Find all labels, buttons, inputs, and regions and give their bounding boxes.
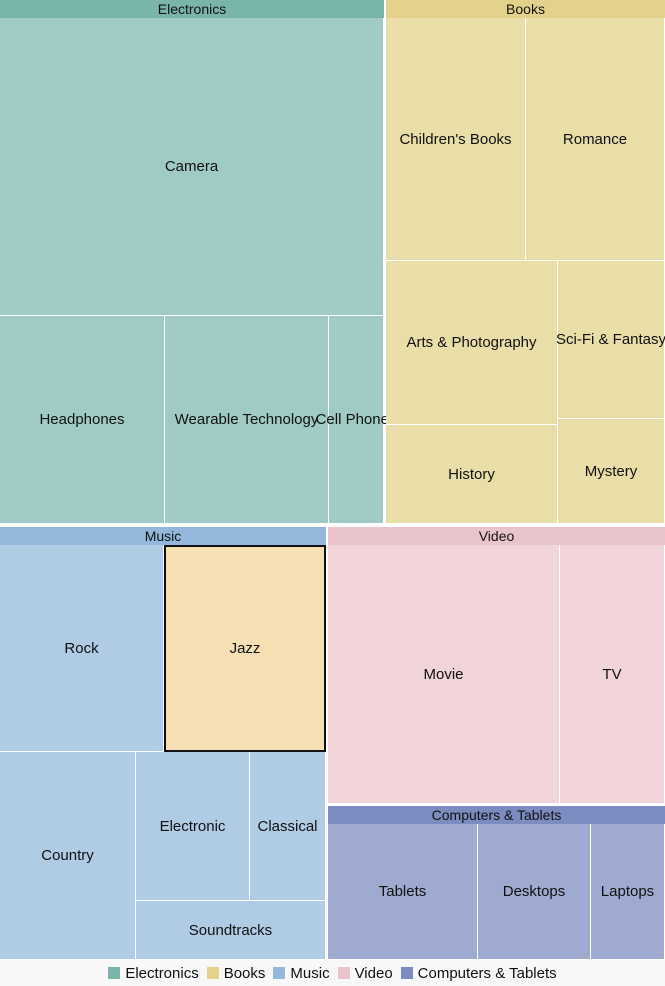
legend-swatch: [206, 967, 219, 979]
legend-label: Electronics: [125, 964, 199, 982]
tile-label: Soundtracks: [188, 921, 273, 939]
legend: Electronics Books Music Video Computers & Ta…: [0, 960, 665, 986]
legend-label: Video: [354, 964, 393, 982]
tile-label: Classical: [257, 817, 318, 835]
tile-label: Country: [41, 847, 94, 864]
legend-swatch: [108, 967, 121, 979]
group-header-music[interactable]: Music: [0, 527, 326, 545]
tile-label: Movie: [423, 665, 464, 683]
tile-label: Romance: [562, 130, 628, 148]
tile-label: Desktops: [502, 883, 566, 900]
tile-tv[interactable]: TV: [560, 545, 665, 804]
tile-movie[interactable]: Movie: [328, 545, 560, 804]
tile-label: History: [448, 465, 495, 483]
tile-desktops[interactable]: Desktops: [478, 824, 591, 960]
tile-jazz[interactable]: Jazz: [164, 545, 326, 752]
group-header-computers-tablets[interactable]: Computers & Tablets: [328, 806, 665, 824]
tile-label: Electronic: [159, 817, 226, 835]
tile-label: TV: [602, 665, 622, 683]
tile-history[interactable]: History: [386, 425, 558, 524]
tile-arts-photography[interactable]: Arts & Photography: [386, 261, 558, 425]
legend-label: Computers & Tablets: [417, 964, 557, 982]
tile-label: Cell Phones: [315, 411, 397, 428]
group-header-video[interactable]: Video: [328, 527, 665, 545]
tile-label: Tablets: [378, 883, 427, 900]
legend-swatch: [400, 967, 413, 979]
legend-item-video[interactable]: Video: [337, 964, 393, 982]
tile-label: Laptops: [600, 883, 655, 900]
group-header-electronics[interactable]: Electronics: [0, 0, 384, 18]
tile-wearable-technology[interactable]: Wearable Technology: [165, 316, 329, 524]
tile-label: Rock: [64, 639, 99, 657]
tile-label: Mystery: [584, 462, 638, 480]
tile-children-s-books[interactable]: Children's Books: [386, 18, 526, 261]
tile-label: Wearable Technology: [174, 411, 319, 428]
tile-label: Camera: [164, 158, 219, 175]
tile-sci-fi-fantasy[interactable]: Sci-Fi & Fantasy: [555, 261, 665, 419]
tile-rock[interactable]: Rock: [0, 545, 164, 752]
legend-label: Music: [290, 964, 330, 982]
tile-label: Arts & Photography: [406, 334, 537, 351]
legend-swatch: [337, 967, 350, 979]
legend-item-electronics[interactable]: Electronics: [108, 964, 199, 982]
tile-country[interactable]: Country: [0, 752, 136, 960]
tile-classical[interactable]: Classical: [250, 752, 326, 901]
tile-mystery[interactable]: Mystery: [558, 419, 665, 524]
tile-label: Children's Books: [399, 130, 512, 148]
tile-tablets[interactable]: Tablets: [328, 824, 478, 960]
tile-romance[interactable]: Romance: [526, 18, 665, 261]
legend-item-music[interactable]: Music: [273, 964, 330, 982]
legend-item-computers-tablets[interactable]: Computers & Tablets: [400, 964, 557, 982]
tile-label: Headphones: [39, 411, 125, 428]
tile-camera[interactable]: Camera: [0, 18, 384, 316]
tile-laptops[interactable]: Laptops: [591, 824, 665, 960]
tile-headphones[interactable]: Headphones: [0, 316, 165, 524]
tile-cell-phones[interactable]: Cell Phones: [316, 316, 396, 524]
legend-swatch: [273, 967, 286, 979]
tile-electronic[interactable]: Electronic: [136, 752, 250, 901]
legend-label: Books: [223, 964, 266, 982]
group-header-books[interactable]: Books: [386, 0, 665, 18]
tile-label: Sci-Fi & Fantasy: [555, 331, 665, 348]
tile-soundtracks[interactable]: Soundtracks: [136, 901, 326, 960]
tile-label: Jazz: [229, 640, 261, 657]
treemap-chart: Electronics Camera Headphones Wearable Tech…: [0, 0, 665, 960]
legend-item-books[interactable]: Books: [206, 964, 266, 982]
